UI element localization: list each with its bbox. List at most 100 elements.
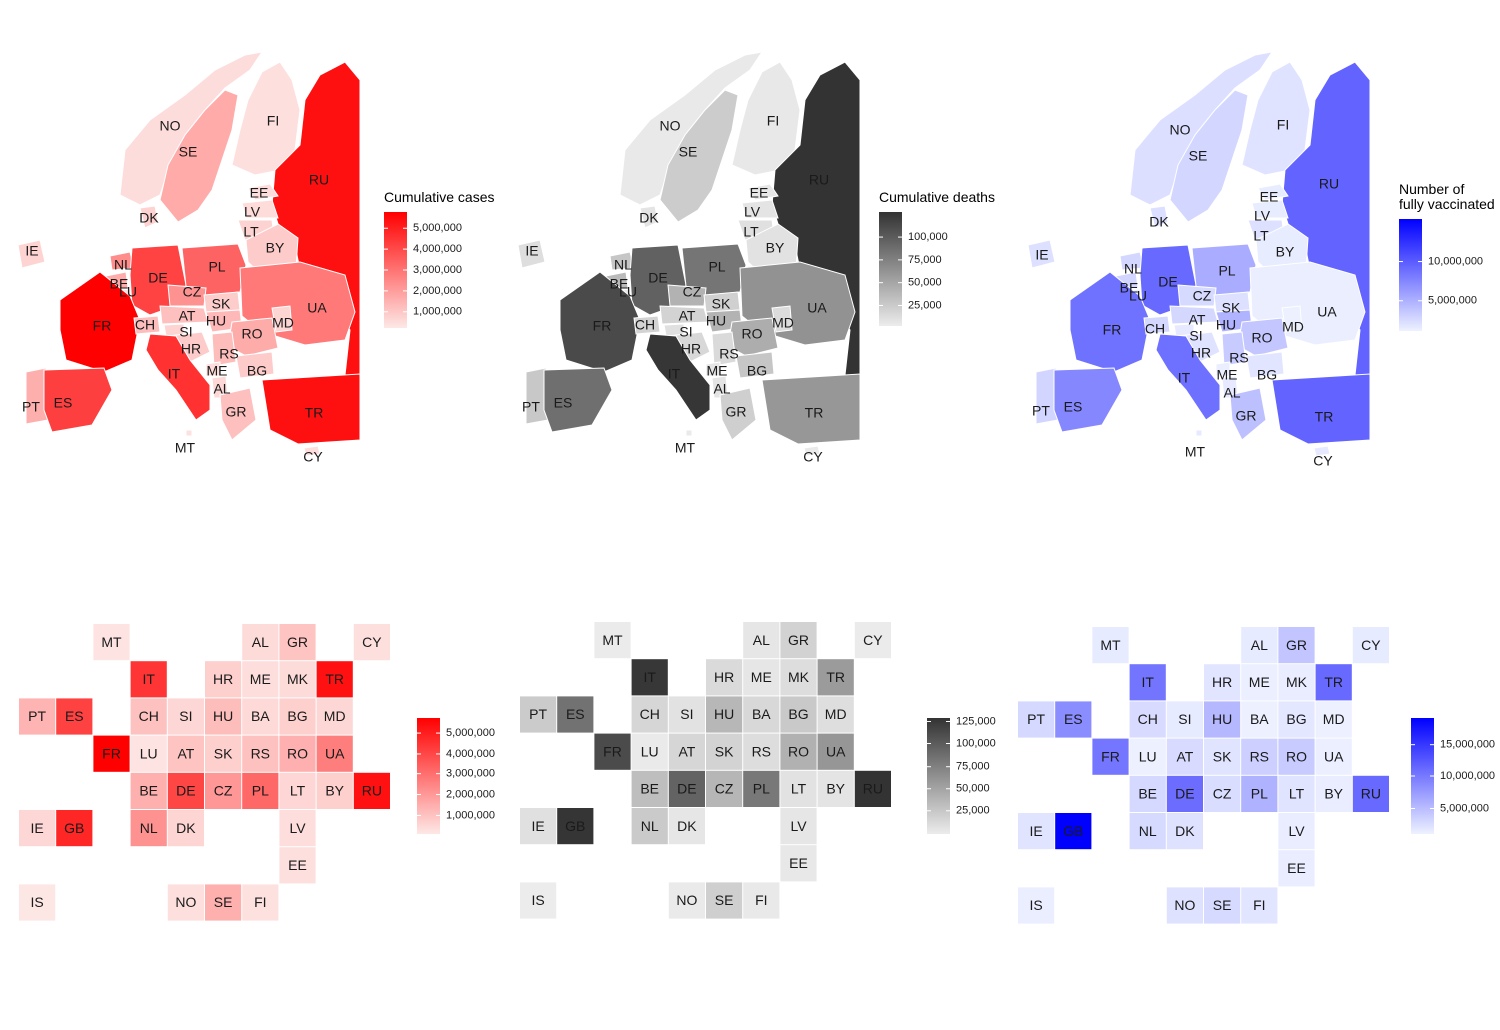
country-label-al: AL (213, 381, 230, 397)
tile-panel-cases: MT AL GR CY IT HR ME MK TR PT ES CH SI HU BA BG MD FR LU AT… (19, 624, 390, 921)
tile-label-nl: NL (641, 818, 659, 834)
tile-lt (1278, 775, 1315, 812)
tile-label-hr: HR (1212, 674, 1232, 690)
country-label-ie: IE (25, 243, 38, 259)
country-bg (1245, 351, 1285, 379)
tile-label-ua: UA (1324, 748, 1344, 764)
country-label-ch: CH (635, 317, 655, 333)
country-label-tr: TR (305, 405, 324, 421)
tile-label-lt: LT (290, 783, 306, 799)
country-label-bg: BG (1257, 367, 1277, 383)
tile-label-cz: CZ (214, 783, 233, 799)
country-label-ie: IE (1035, 247, 1048, 263)
tile-label-ru: RU (362, 783, 382, 799)
country-label-es: ES (54, 395, 73, 411)
tile-no (1166, 887, 1203, 924)
tile-label-gb: GB (64, 820, 84, 836)
legends: Cumulative cases 5,000,000 4,000,000 3,000,… (384, 181, 1495, 834)
tile-label-ru: RU (863, 781, 883, 797)
tile-sk (1204, 738, 1241, 775)
tile-label-gb: GB (1063, 823, 1083, 839)
tile-label-bg: BG (788, 706, 808, 722)
tile-hu (205, 698, 242, 735)
legend-3: 5,000,000 4,000,000 3,000,000 2,000,000 1,00… (417, 718, 495, 834)
tile-lu (130, 735, 167, 772)
country-tr (761, 373, 861, 445)
tile-label-ro: RO (287, 745, 308, 761)
country-label-me: ME (207, 363, 228, 379)
country-cz (167, 284, 207, 307)
tile-label-fr: FR (603, 743, 622, 759)
country-label-nl: NL (114, 257, 132, 273)
legend-tick-label: 10,000,000 (1428, 255, 1483, 267)
country-tr (261, 373, 361, 445)
tile-label-rs: RS (1250, 748, 1269, 764)
country-label-ro: RO (1252, 330, 1273, 346)
country-fi (731, 61, 801, 176)
country-label-dk: DK (1149, 214, 1169, 230)
tile-tr (817, 659, 854, 696)
country-se (159, 89, 239, 223)
country-label-gr: GR (726, 404, 747, 420)
tile-label-rs: RS (752, 743, 771, 759)
country-label-ee: EE (250, 185, 269, 201)
tile-label-me: ME (250, 671, 271, 687)
legend-tick-label: 3,000,000 (446, 768, 495, 780)
tile-by (817, 770, 854, 807)
tile-be (130, 772, 167, 809)
country-ee (1257, 183, 1289, 201)
country-gr (1229, 387, 1267, 441)
legend-colorbar (384, 212, 407, 328)
country-label-es: ES (554, 395, 573, 411)
tile-ba (743, 696, 780, 733)
country-label-rs: RS (219, 346, 238, 362)
country-mt (1195, 429, 1203, 437)
tile-si (668, 696, 705, 733)
tile-nl (130, 810, 167, 847)
tile-label-tr: TR (325, 671, 344, 687)
tile-label-no: NO (175, 894, 196, 910)
country-label-hr: HR (681, 341, 701, 357)
tile-ie (19, 810, 56, 847)
tile-cz (1204, 775, 1241, 812)
tile-label-ch: CH (640, 706, 660, 722)
country-ch (633, 315, 661, 335)
country-label-lt: LT (243, 224, 259, 240)
tile-label-ch: CH (1138, 711, 1158, 727)
country-label-al: AL (713, 381, 730, 397)
country-me (205, 361, 221, 377)
tile-label-at: AT (1176, 748, 1193, 764)
country-label-pl: PL (208, 259, 225, 275)
country-label-rs: RS (1229, 350, 1248, 366)
tile-gr (279, 624, 316, 661)
country-label-at: AT (179, 308, 196, 324)
country-tr (1271, 373, 1371, 445)
country-me (1215, 361, 1231, 377)
legend-tick-label: 100,000 (956, 737, 996, 749)
country-label-be: BE (610, 276, 629, 292)
tile-ee (780, 845, 817, 882)
tile-nl (1129, 813, 1166, 850)
tile-label-fr: FR (1101, 748, 1120, 764)
tile-label-pl: PL (1251, 786, 1268, 802)
country-label-fr: FR (1103, 322, 1122, 338)
tile-de (167, 772, 204, 809)
country-rs (1221, 331, 1247, 367)
country-es (43, 367, 113, 433)
country-label-at: AT (1189, 312, 1206, 328)
tile-label-si: SI (680, 706, 693, 722)
tile-label-pt: PT (28, 708, 46, 724)
tile-label-mk: MK (287, 671, 309, 687)
tile-label-be: BE (1138, 786, 1157, 802)
tile-it (130, 661, 167, 698)
legend-tick-label: 25,000 (908, 299, 942, 311)
tile-pl (242, 772, 279, 809)
country-label-sk: SK (212, 296, 231, 312)
tile-label-is: IS (1029, 897, 1042, 913)
tile-label-no: NO (1174, 897, 1195, 913)
country-label-fi: FI (1277, 117, 1289, 133)
tile-is (19, 884, 56, 921)
country-se (1169, 89, 1249, 223)
tile-label-de: DE (1175, 786, 1194, 802)
